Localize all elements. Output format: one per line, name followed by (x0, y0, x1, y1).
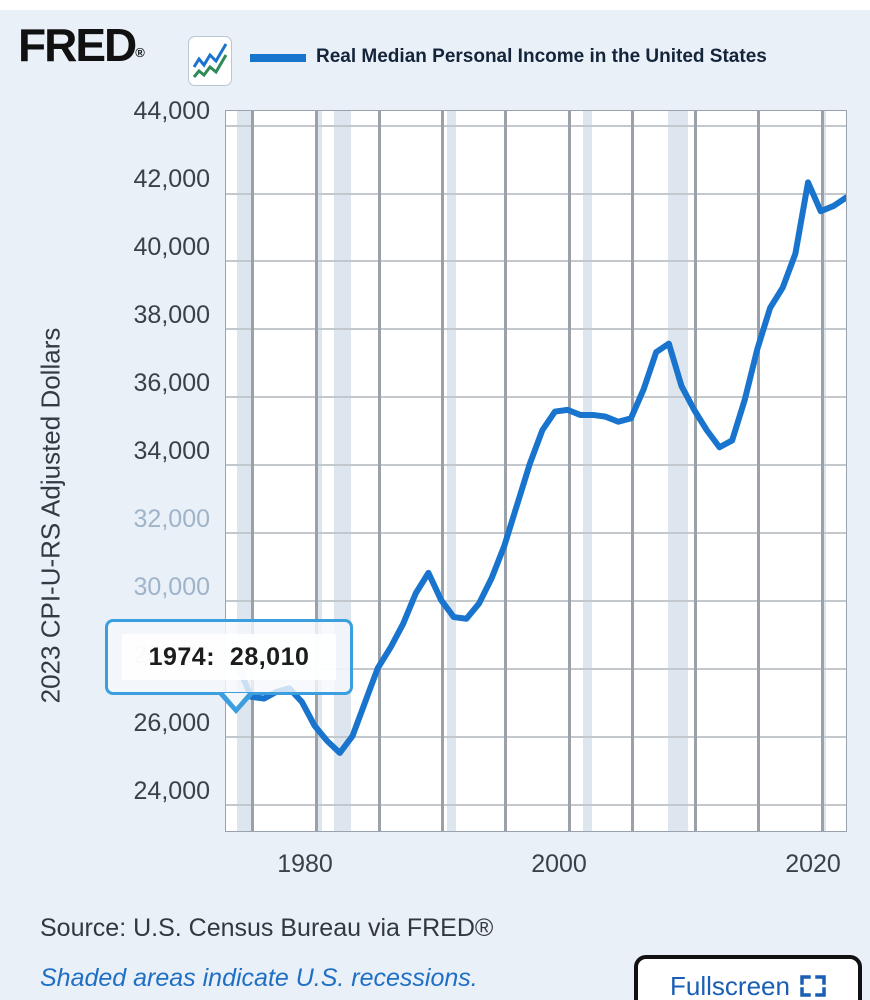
y-tick-label: 42,000 (133, 165, 210, 193)
y-axis-ticks: 44,000 42,000 40,000 38,000 36,000 34,00… (75, 82, 210, 842)
fred-logo-registered: ® (135, 45, 145, 60)
legend-color-swatch (250, 54, 306, 62)
gridline-vertical (630, 111, 634, 831)
gridline-vertical (567, 111, 571, 831)
gridline-horizontal (226, 260, 846, 263)
source-text: Source: U.S. Census Bureau via FRED® (40, 914, 494, 942)
gridline-vertical (377, 111, 381, 831)
y-axis-title: 2023 CPI-U-RS Adjusted Dollars (35, 327, 66, 704)
y-tick-label: 36,000 (133, 369, 210, 397)
y-tick-label: 30,000 (133, 573, 210, 601)
y-tick-label: 40,000 (133, 233, 210, 261)
gridline-horizontal (226, 396, 846, 399)
recession-note: Shaded areas indicate U.S. recessions. (40, 964, 478, 992)
y-tick-label: 44,000 (133, 97, 210, 125)
gridline-horizontal (226, 124, 846, 127)
chart-area: 2023 CPI-U-RS Adjusted Dollars 44,000 42… (0, 82, 870, 892)
y-tick-label: 24,000 (133, 777, 210, 805)
tooltip-pointer-inner (224, 693, 248, 707)
chart-header: FRED® Real Median Personal Income in the… (0, 10, 870, 86)
fullscreen-label: Fullscreen (670, 970, 790, 1000)
gridline-vertical (757, 111, 761, 831)
expand-icon (800, 975, 826, 997)
recession-band (314, 111, 323, 831)
fred-logo-text: FRED (18, 19, 137, 71)
gridline-horizontal (226, 464, 846, 467)
gridline-vertical (820, 111, 824, 831)
series-polyline (235, 179, 846, 756)
gridline-horizontal (226, 600, 846, 603)
gridline-horizontal (226, 192, 846, 195)
recession-band (821, 111, 826, 831)
gridline-horizontal (226, 667, 846, 670)
recession-band (582, 111, 592, 831)
gridline-vertical (504, 111, 508, 831)
gridline-vertical (694, 111, 698, 831)
gridline-vertical (441, 111, 445, 831)
gridline-horizontal (226, 328, 846, 331)
tooltip-text: 1974: 28,010 (148, 642, 310, 671)
y-tick-label: 38,000 (133, 301, 210, 329)
series-line (235, 179, 846, 756)
gridline-vertical (251, 111, 255, 831)
legend-series-label: Real Median Personal Income in the Unite… (316, 46, 767, 67)
recession-band (667, 111, 688, 831)
plot-canvas[interactable] (225, 110, 847, 832)
gridline-horizontal (226, 532, 846, 535)
gridline-horizontal (226, 803, 846, 806)
top-white-strip (0, 0, 870, 10)
fred-chart-icon (188, 36, 232, 86)
y-tick-label: 32,000 (133, 505, 210, 533)
x-tick-label: 2000 (531, 850, 587, 878)
chart-footer: Source: U.S. Census Bureau via FRED® Sha… (0, 892, 870, 1000)
fullscreen-button[interactable]: Fullscreen (634, 955, 862, 1000)
fred-icon-svg (192, 43, 228, 78)
y-tick-label: 26,000 (133, 709, 210, 737)
x-tick-label: 2020 (785, 850, 841, 878)
fred-logo: FRED® (18, 22, 145, 76)
x-tick-label: 1980 (277, 850, 333, 878)
data-tooltip: 1974: 28,010 (105, 619, 353, 714)
gridline-horizontal (226, 735, 846, 738)
gridline-vertical (314, 111, 318, 831)
recession-band (447, 111, 457, 831)
y-tick-label: 34,000 (133, 437, 210, 465)
tooltip-inner: 1974: 28,010 (122, 634, 336, 680)
